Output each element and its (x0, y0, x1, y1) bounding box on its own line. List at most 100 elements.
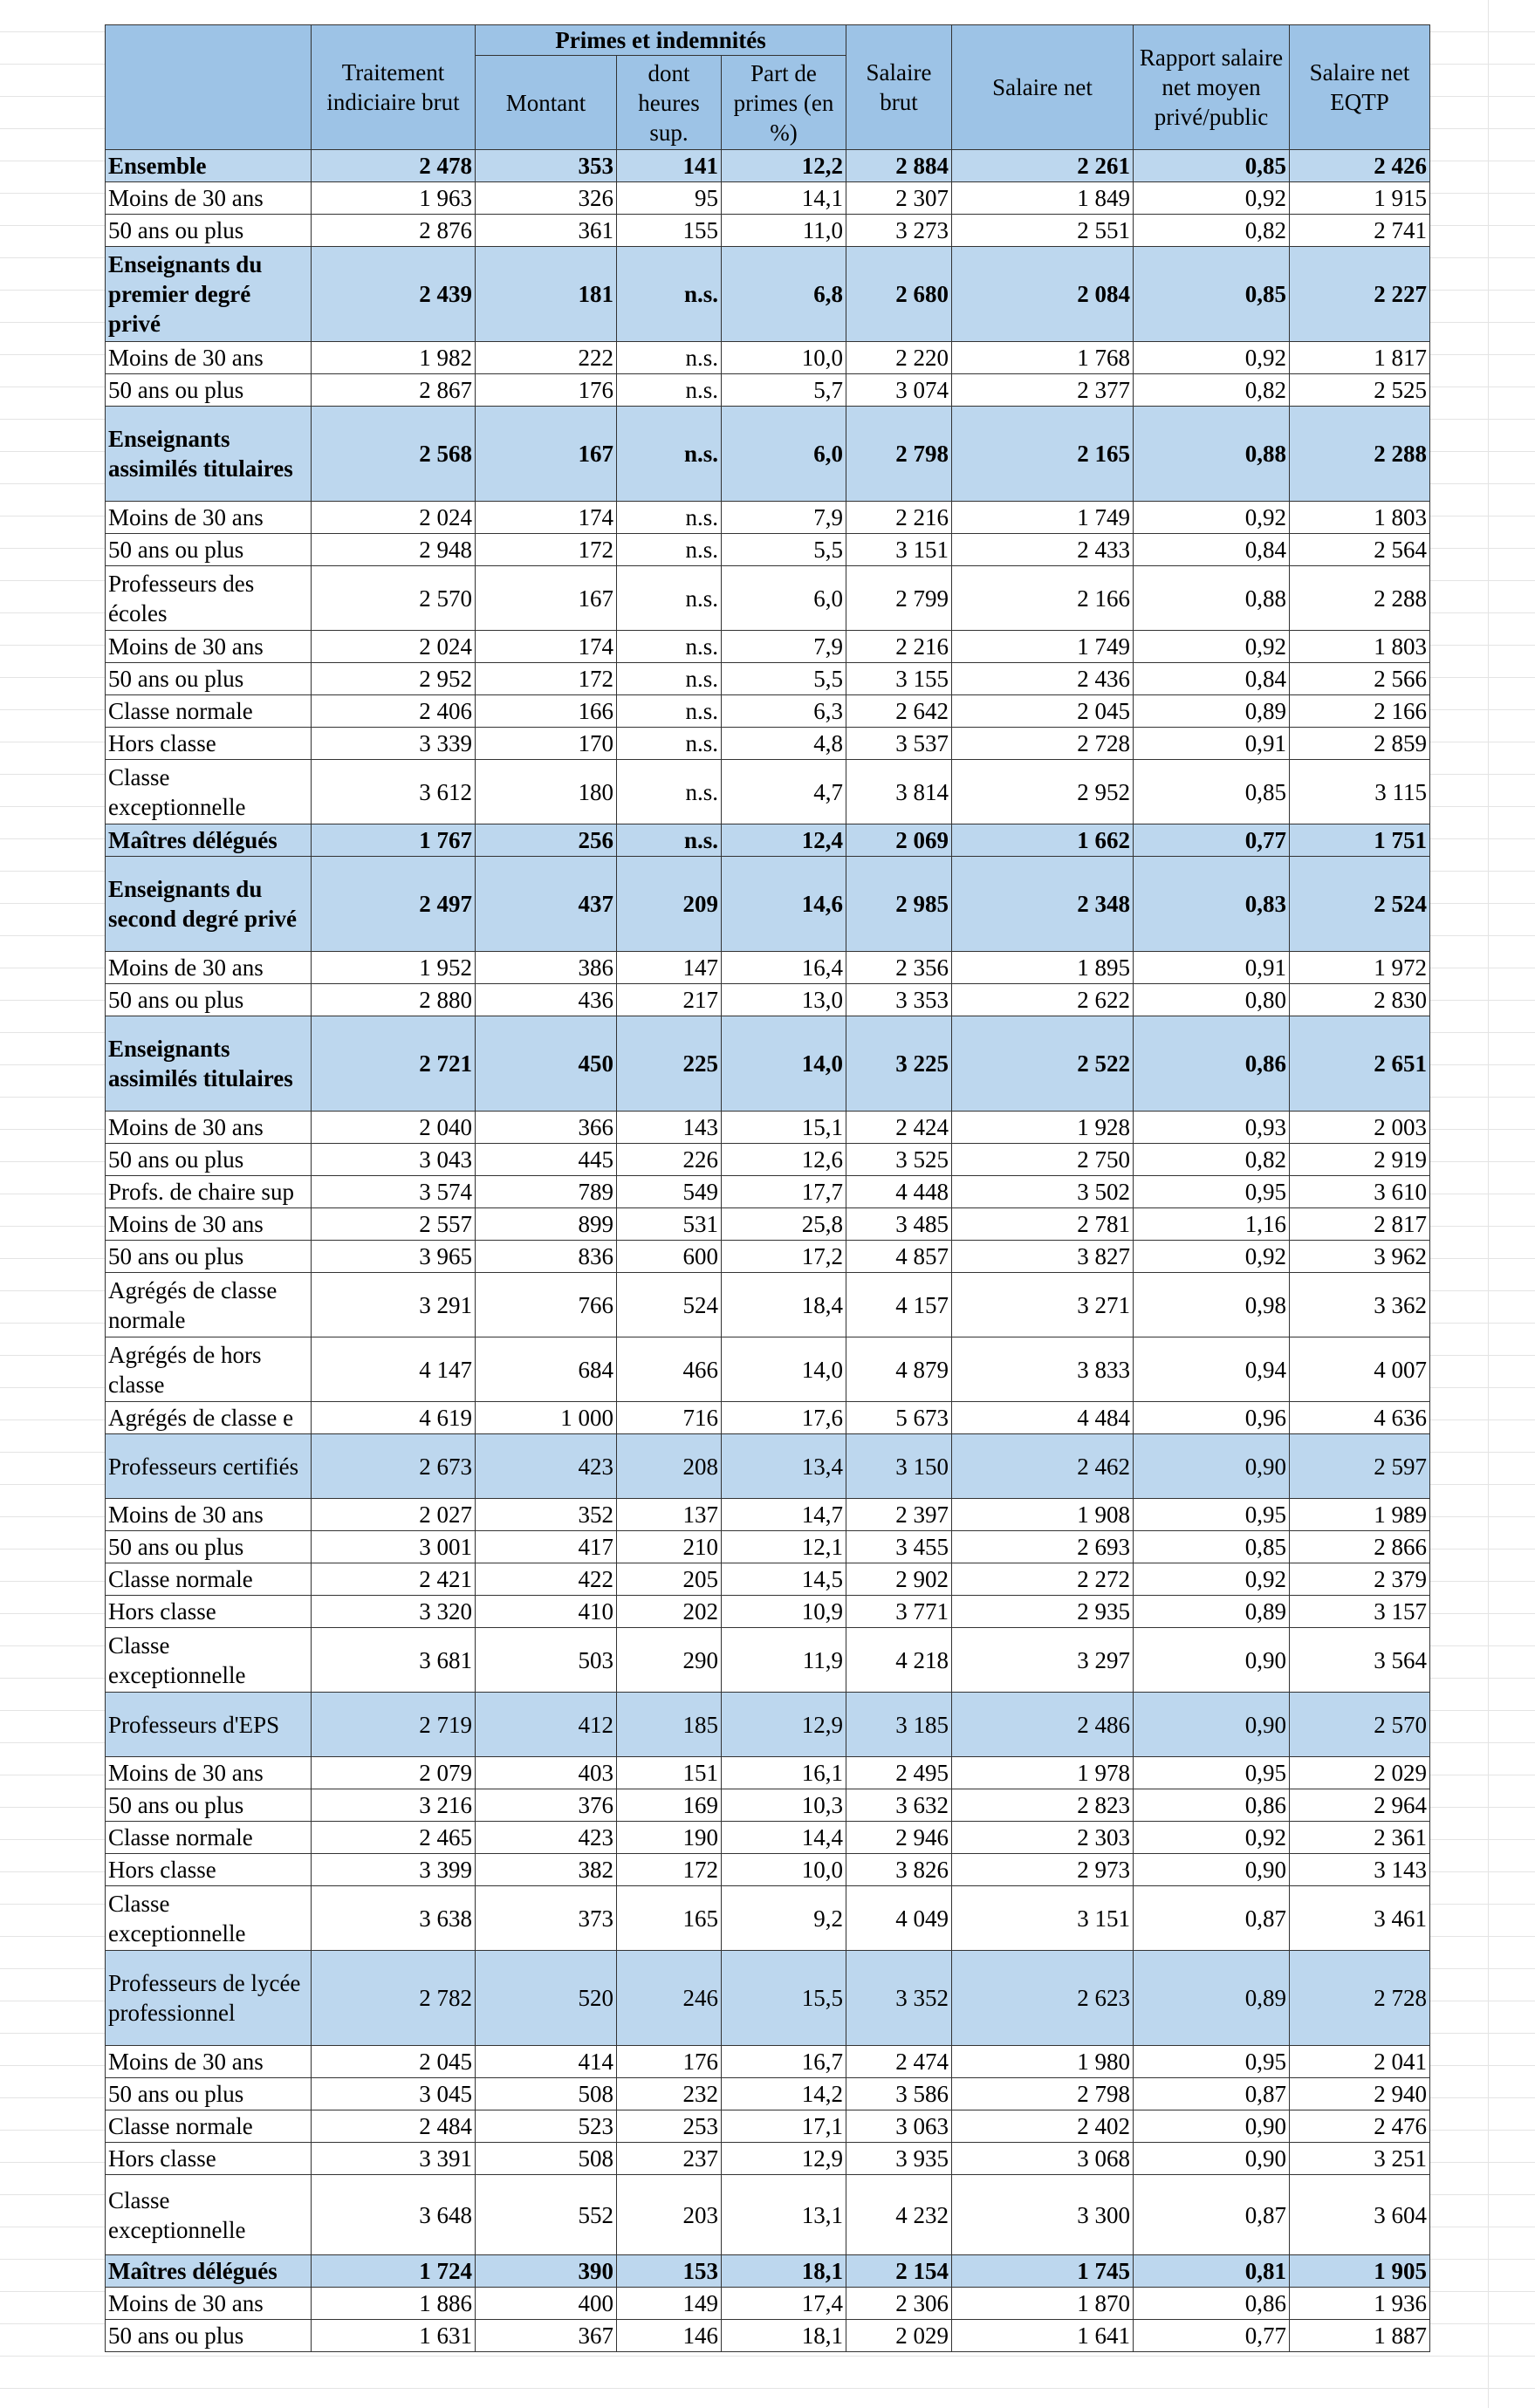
value-cell: 2 272 (951, 1563, 1134, 1596)
row-label: 50 ans ou plus (105, 1789, 312, 1822)
value-cell: 2 673 (311, 1433, 476, 1499)
table-row: Moins de 30 ans 1 963 326 95 14,1 2 307 1 849 0… (105, 181, 1431, 215)
row-label: Classe normale (105, 1563, 312, 1596)
table-row: Moins de 30 ans 1 952 386 147 16,4 2 356 1 895… (105, 951, 1431, 984)
value-cell: 2 166 (1289, 694, 1431, 728)
value-cell: 0,93 (1133, 1111, 1291, 1144)
value-cell: 3 225 (846, 1016, 953, 1112)
row-label: Enseignants du second degré privé (105, 856, 312, 952)
value-cell: 2 165 (951, 406, 1134, 502)
value-cell: 0,86 (1133, 1789, 1291, 1822)
value-cell: 0,85 (1133, 1530, 1291, 1563)
value-cell: 237 (616, 2142, 722, 2175)
value-cell: 414 (475, 2045, 617, 2078)
value-cell: 2 040 (311, 1111, 476, 1144)
value-cell: 0,89 (1133, 1950, 1291, 2046)
value-cell: 2 486 (951, 1692, 1134, 1757)
value-cell: 2 623 (951, 1950, 1134, 2046)
value-cell: 2 566 (1289, 662, 1431, 695)
value-cell: 450 (475, 1016, 617, 1112)
value-cell: 1 749 (951, 630, 1134, 663)
row-label: Professeurs certifiés (105, 1433, 312, 1499)
value-cell: 0,95 (1133, 1175, 1291, 1208)
value-cell: 2 570 (1289, 1692, 1431, 1757)
value-cell: 95 (616, 181, 722, 215)
value-cell: 1 751 (1289, 824, 1431, 857)
value-cell: 1 952 (311, 951, 476, 984)
value-cell: 2 045 (311, 2045, 476, 2078)
row-label: Hors classe (105, 1595, 312, 1628)
value-cell: 12,9 (720, 2142, 847, 2175)
value-cell: 2 642 (846, 694, 953, 728)
value-cell: 165 (616, 1885, 722, 1951)
value-cell: 2 348 (951, 856, 1134, 952)
value-cell: 0,91 (1133, 727, 1291, 760)
value-cell: 0,87 (1133, 2174, 1291, 2255)
value-cell: 2 424 (846, 1111, 953, 1144)
value-cell: 2 817 (1289, 1207, 1431, 1241)
value-cell: n.s. (616, 824, 722, 857)
value-cell: 180 (475, 759, 617, 824)
value-cell: 0,77 (1133, 824, 1291, 857)
value-cell: 14,6 (720, 856, 847, 952)
value-cell: 141 (616, 149, 722, 182)
value-cell: 3 399 (311, 1853, 476, 1886)
value-cell: 169 (616, 1789, 722, 1822)
value-cell: 437 (475, 856, 617, 952)
value-cell: 4 619 (311, 1401, 476, 1434)
value-cell: 2 356 (846, 951, 953, 984)
table-row: Enseignants assimilés titulaires 2 568 167… (105, 406, 1431, 502)
value-cell: 2 216 (846, 630, 953, 663)
table-row: Classe exceptionnelle 3 681 503 290 11,9 4 21… (105, 1627, 1431, 1693)
value-cell: 1 849 (951, 181, 1134, 215)
value-cell: 16,1 (720, 1756, 847, 1789)
header-row: Traitement indiciaire brut Primes et ind… (105, 24, 1431, 150)
value-cell: 2 946 (846, 1821, 953, 1854)
value-cell: 1 989 (1289, 1498, 1431, 1531)
value-cell: 423 (475, 1821, 617, 1854)
value-cell: 3 610 (1289, 1175, 1431, 1208)
value-cell: 0,95 (1133, 1756, 1291, 1789)
value-cell: 600 (616, 1240, 722, 1273)
table-row: Moins de 30 ans 2 079 403 151 16,1 2 495 1 978… (105, 1756, 1431, 1789)
value-cell: 4,7 (720, 759, 847, 824)
value-cell: 0,86 (1133, 1016, 1291, 1112)
value-cell: 2 402 (951, 2110, 1134, 2143)
value-cell: 0,88 (1133, 406, 1291, 502)
value-cell: 2 027 (311, 1498, 476, 1531)
value-cell: 17,7 (720, 1175, 847, 1208)
value-cell: 4 484 (951, 1401, 1134, 1434)
value-cell: 436 (475, 983, 617, 1016)
value-cell: 155 (616, 214, 722, 247)
value-cell: 400 (475, 2287, 617, 2320)
row-label: Moins de 30 ans (105, 341, 312, 374)
table-row: 50 ans ou plus 2 952 172 n.s. 5,5 3 155 2 436 0… (105, 662, 1431, 695)
value-cell: 11,9 (720, 1627, 847, 1693)
value-cell: 1 963 (311, 181, 476, 215)
value-cell: 2 823 (951, 1789, 1134, 1822)
value-cell: 1 749 (951, 501, 1134, 534)
table-row: Classe exceptionnelle 3 638 373 165 9,2 4 049… (105, 1885, 1431, 1951)
value-cell: 3 185 (846, 1692, 953, 1757)
value-cell: 16,7 (720, 2045, 847, 2078)
value-cell: 3 962 (1289, 1240, 1431, 1273)
value-cell: 417 (475, 1530, 617, 1563)
value-cell: 2 866 (1289, 1530, 1431, 1563)
value-cell: 1 936 (1289, 2287, 1431, 2320)
value-cell: 0,90 (1133, 1627, 1291, 1693)
value-cell: 1 803 (1289, 501, 1431, 534)
table-row: 50 ans ou plus 2 876 361 155 11,0 3 273 2 551 0… (105, 214, 1431, 247)
corner-cell (105, 24, 312, 150)
value-cell: n.s. (616, 630, 722, 663)
value-cell: 373 (475, 1885, 617, 1951)
row-label: Classe exceptionnelle (105, 1627, 312, 1693)
value-cell: 226 (616, 1143, 722, 1176)
value-cell: 2 557 (311, 1207, 476, 1241)
row-label: Classe exceptionnelle (105, 1885, 312, 1951)
table-row: Professeurs de lycée professionnel 2 782 5… (105, 1950, 1431, 2046)
header-cell: Part de primes (en %) (720, 55, 847, 150)
value-cell: 1 641 (951, 2319, 1134, 2352)
value-cell: 2 919 (1289, 1143, 1431, 1176)
row-label: 50 ans ou plus (105, 2077, 312, 2110)
table-row: Maîtres délégués 1 767 256 n.s. 12,4 2 069 1 6… (105, 824, 1431, 857)
